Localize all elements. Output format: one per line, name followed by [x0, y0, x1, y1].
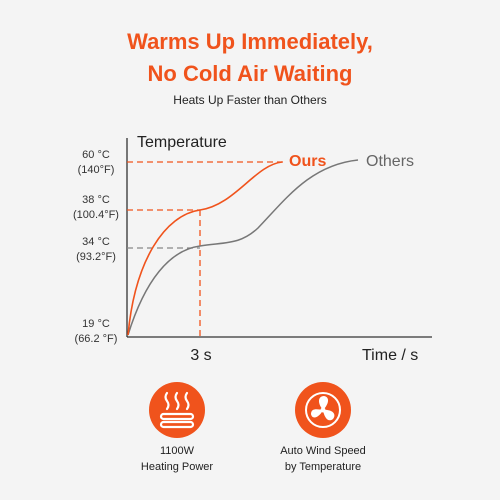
y-axis-label: Temperature — [137, 134, 227, 151]
feature-text: 1100W — [160, 445, 195, 457]
feature-text: Heating Power — [141, 461, 213, 473]
level-celsius: 38 °C — [82, 194, 110, 206]
level-celsius: 34 °C — [82, 236, 110, 248]
level-fahrenheit: (66.2 °F) — [75, 333, 118, 345]
level-fahrenheit: (93.2°F) — [76, 251, 116, 263]
feature-text: Auto Wind Speed — [280, 445, 366, 457]
level-fahrenheit: (100.4°F) — [73, 209, 119, 221]
fan-icon — [295, 382, 351, 438]
feature-texts: 1100W Heating Power Auto Wind Speed by T… — [141, 445, 366, 473]
curve-label: Others — [366, 153, 414, 170]
feature-text: by Temperature — [285, 461, 361, 473]
subtitle: Heats Up Faster than Others — [173, 93, 326, 107]
level-fahrenheit: (140°F) — [78, 164, 115, 176]
x-axis-label: Time / s — [362, 347, 418, 364]
others-curve — [127, 159, 359, 336]
heating-icon — [149, 382, 205, 438]
level-celsius: 19 °C — [82, 318, 110, 330]
level-celsius: 60 °C — [82, 149, 110, 161]
title-line: No Cold Air Waiting — [148, 61, 353, 86]
axes — [126, 138, 432, 338]
ours-curve — [127, 161, 283, 336]
curve-label: Ours — [289, 153, 326, 170]
guides — [127, 161, 285, 337]
x-marker: 3 s — [190, 347, 211, 364]
title-line: Warms Up Immediately, — [127, 29, 373, 54]
level-labels: 60 °C (140°F) 38 °C (100.4°F) 34 °C (93.… — [73, 149, 119, 345]
